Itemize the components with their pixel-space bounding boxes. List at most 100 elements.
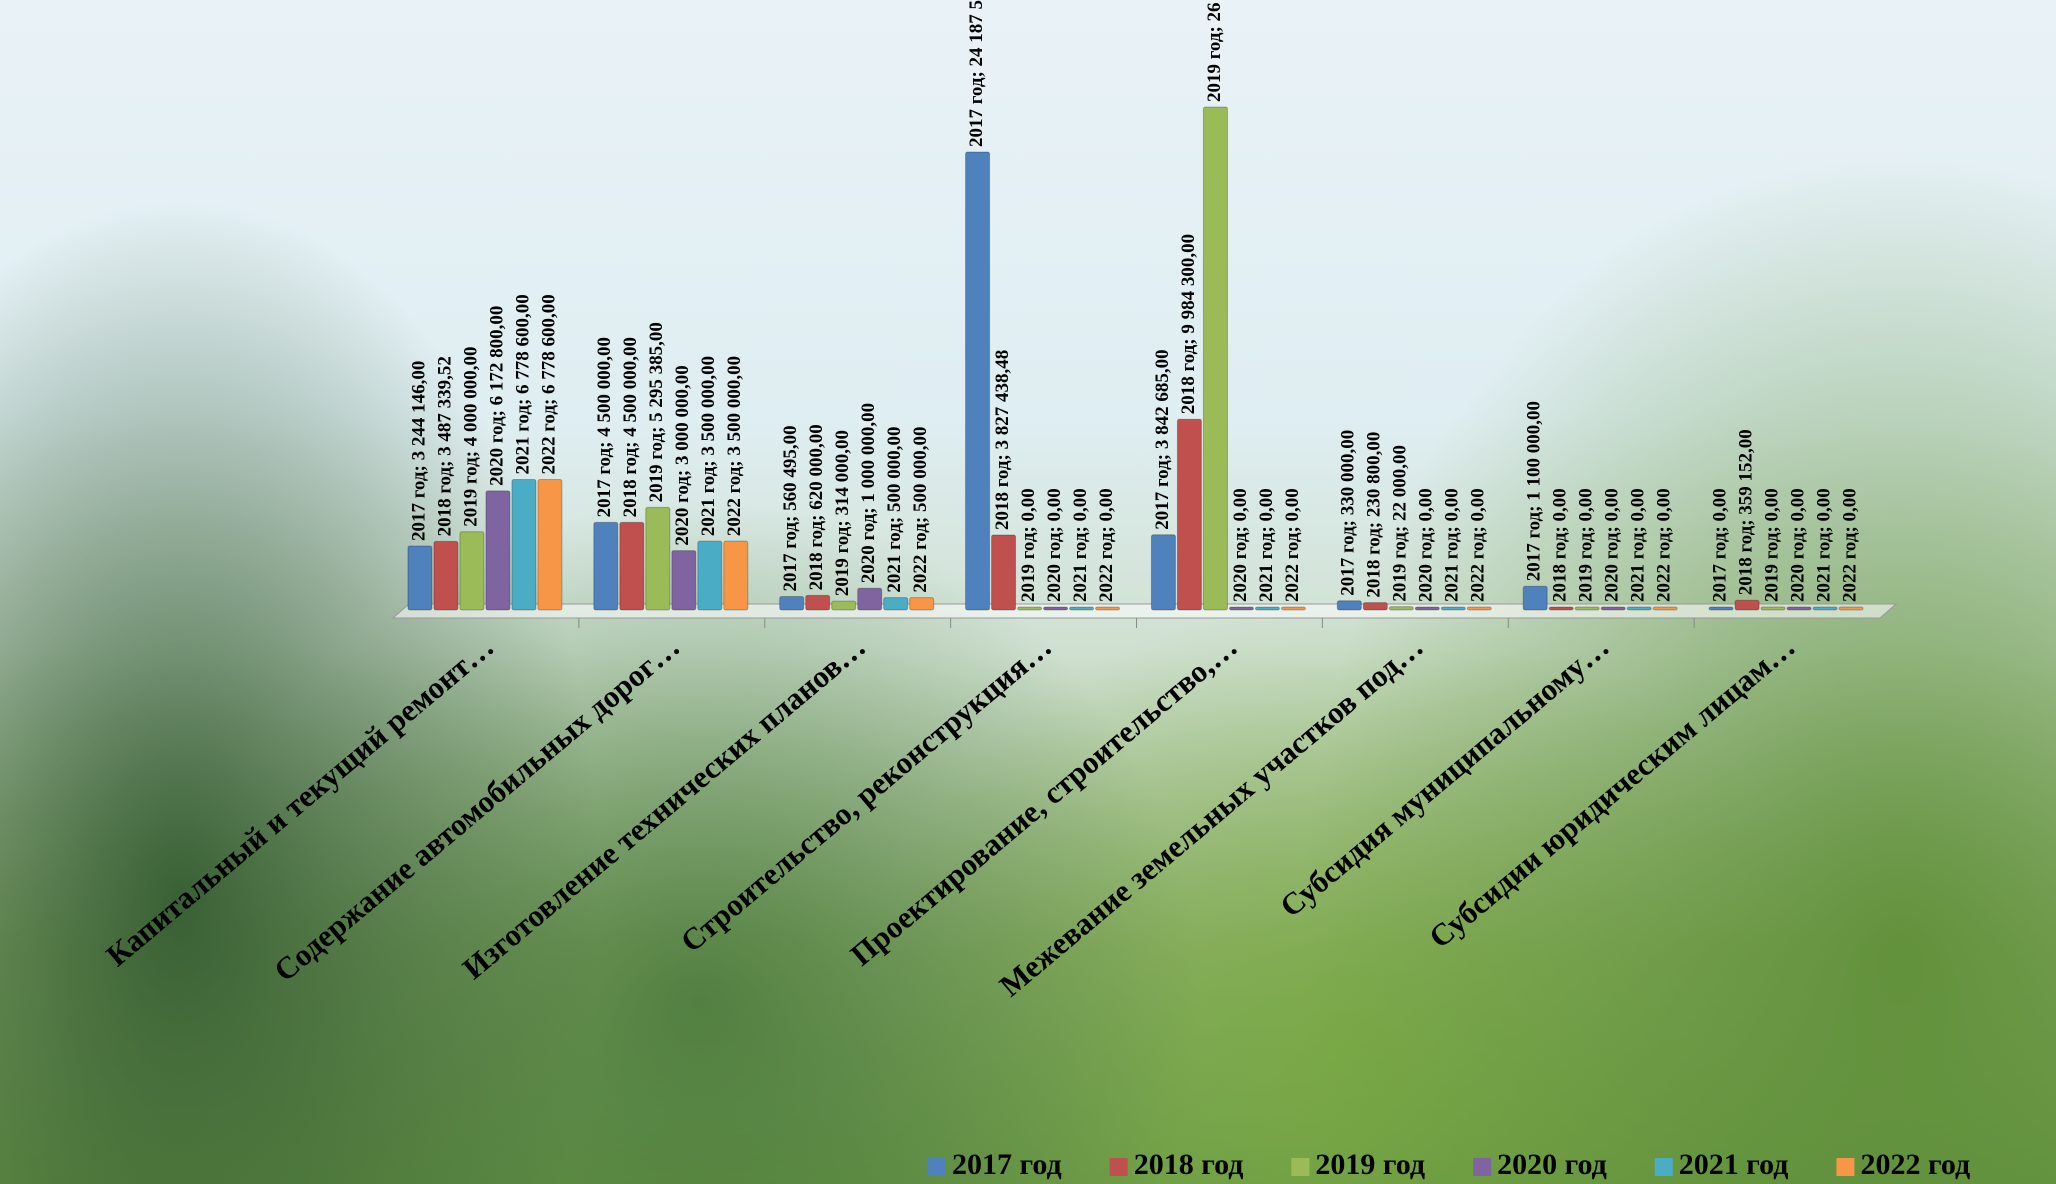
bar	[1600, 606, 1626, 611]
category-label: Содержание автомобильных дорог…	[267, 629, 686, 989]
category-label: Межевание земельных участков под…	[993, 629, 1430, 1004]
bar	[1150, 534, 1176, 611]
bar	[1017, 606, 1043, 611]
bar	[805, 594, 831, 611]
data-label: 2017 год; 4 500 000,00	[594, 337, 615, 517]
bar	[1708, 606, 1734, 611]
bar	[619, 521, 645, 611]
data-label: 2022 год; 500 000,00	[910, 427, 931, 593]
bar	[671, 550, 697, 611]
bar	[511, 478, 537, 611]
bar	[645, 506, 671, 611]
category-label: Капитальный и текущий ремонт…	[99, 629, 500, 973]
data-label: 2018 год; 4 500 000,00	[620, 337, 641, 517]
category-label: Проектирование, строительство,…	[844, 629, 1244, 973]
bar	[1095, 606, 1121, 611]
data-label: 2020 год; 0,00	[1230, 488, 1251, 602]
bar	[1254, 606, 1280, 611]
category-label: Изготовление технических планов…	[456, 629, 872, 986]
data-label: 2020 год; 6 172 800,00	[486, 306, 507, 486]
data-label: 2019 год; 314 000,00	[832, 430, 853, 596]
data-label: 2019 год; 0,00	[1761, 488, 1782, 602]
legend-swatch	[1654, 1158, 1673, 1176]
legend-swatch	[1109, 1158, 1128, 1176]
bar	[1280, 606, 1306, 611]
data-label: 2017 год; 1 100 000,00	[1524, 401, 1545, 581]
category-label: Субсидия муниципальному…	[1273, 629, 1616, 924]
data-label: 2022 год; 0,00	[1282, 488, 1303, 602]
legend-label: 2017 год	[952, 1148, 1062, 1181]
legend-swatch	[1291, 1158, 1310, 1176]
bar	[1414, 606, 1440, 611]
data-label: 2021 год; 0,00	[1442, 488, 1463, 602]
data-label: 2018 год; 230 800,00	[1364, 432, 1385, 598]
bar	[1574, 606, 1600, 611]
data-label: 2019 год; 22 000,00	[1390, 445, 1411, 602]
data-label: 2019 год; 26 581 312,00	[1204, 0, 1225, 102]
data-label: 2020 год; 3 000 000,00	[672, 365, 693, 545]
chart-floor	[391, 603, 1898, 619]
data-label: 2019 год; 0,00	[1576, 488, 1597, 602]
category-label: Строительство, реконструкция…	[674, 629, 1058, 959]
bar	[1812, 606, 1838, 611]
bar	[697, 540, 723, 611]
bar	[1760, 606, 1786, 611]
bar	[537, 478, 563, 611]
bar	[593, 521, 619, 611]
bar	[1440, 606, 1466, 611]
data-label: 2021 год; 0,00	[1628, 488, 1649, 602]
data-label: 2018 год; 3 827 438,48	[992, 350, 1013, 530]
data-label: 2021 год; 3 500 000,00	[698, 356, 719, 536]
data-label: 2017 год; 3 842 685,00	[1152, 349, 1173, 529]
data-label: 2020 год; 0,00	[1787, 488, 1808, 602]
bar	[1734, 599, 1760, 611]
data-label: 2017 год; 24 187 541,00	[966, 0, 987, 147]
data-label: 2020 год; 1 000 000,00	[858, 403, 879, 583]
bar	[1388, 606, 1414, 611]
legend-label: 2018 год	[1134, 1148, 1244, 1181]
data-label: 2019 год; 0,00	[1018, 488, 1039, 602]
bar	[1176, 418, 1202, 611]
data-label: 2021 год; 0,00	[1070, 488, 1091, 602]
data-label: 2020 год; 0,00	[1044, 488, 1065, 602]
data-label: 2021 год; 500 000,00	[884, 427, 905, 593]
bar	[1228, 606, 1254, 611]
data-label: 2022 год; 6 778 600,00	[538, 294, 559, 474]
bar	[831, 600, 857, 611]
bar	[991, 534, 1017, 611]
bar	[1362, 602, 1388, 611]
bar	[1548, 606, 1574, 611]
data-label: 2021 год; 0,00	[1256, 488, 1277, 602]
bar	[1522, 585, 1548, 611]
legend-label: 2020 год	[1497, 1148, 1607, 1181]
bar	[965, 151, 991, 611]
data-label: 2017 год; 330 000,00	[1338, 430, 1359, 596]
data-label: 2022 год; 0,00	[1096, 488, 1117, 602]
bar	[1336, 600, 1362, 611]
bar	[1069, 606, 1095, 611]
bar	[1466, 606, 1492, 611]
legend-label: 2019 год	[1315, 1148, 1425, 1181]
data-label: 2021 год; 6 778 600,00	[512, 294, 533, 474]
bar	[1043, 606, 1069, 611]
data-label: 2018 год; 620 000,00	[806, 424, 827, 590]
bar	[1652, 606, 1678, 611]
bar	[723, 540, 749, 611]
data-label: 2017 год; 560 495,00	[780, 425, 801, 591]
data-label: 2020 год; 0,00	[1416, 488, 1437, 602]
legend-swatch	[1836, 1158, 1855, 1176]
category-label: Субсидии юридическим лицам…	[1422, 629, 1801, 955]
data-label: 2021 год; 0,00	[1813, 488, 1834, 602]
data-label: 2020 год; 0,00	[1602, 488, 1623, 602]
legend-label: 2021 год	[1679, 1148, 1789, 1181]
bar	[1786, 606, 1812, 611]
data-label: 2017 год; 0,00	[1709, 488, 1730, 602]
bar	[1202, 106, 1228, 611]
bar	[1626, 606, 1652, 611]
data-label: 2018 год; 359 152,00	[1735, 429, 1756, 595]
data-label: 2019 год; 5 295 385,00	[646, 322, 667, 502]
bar	[407, 545, 433, 611]
